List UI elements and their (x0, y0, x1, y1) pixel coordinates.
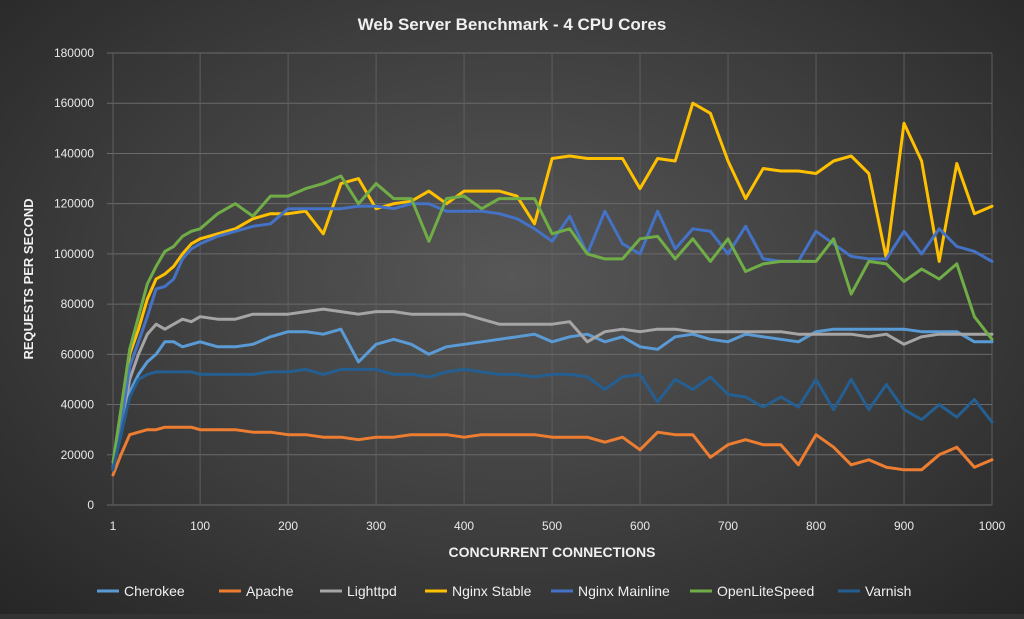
legend-item: Apache (219, 583, 294, 599)
legend-label: Lighttpd (347, 583, 397, 599)
series-line-nginx-stable (111, 101, 994, 469)
series-line-apache (111, 425, 994, 477)
legend-item: Nginx Mainline (551, 583, 670, 599)
y-axis-ticks: 0 20000 40000 60000 80000 100000 120000 140000 1… (54, 46, 94, 512)
series-line-cherokee (111, 327, 994, 469)
y-tick-label: 0 (87, 498, 94, 512)
legend-item: Nginx Stable (425, 583, 532, 599)
legend-label: Nginx Mainline (578, 583, 670, 599)
y-tick-label: 160000 (54, 96, 94, 110)
series-line-varnish (111, 367, 994, 472)
legend-item: Varnish (838, 583, 911, 599)
y-tick-label: 20000 (61, 448, 95, 462)
y-axis-title: REQUESTS PER SECOND (21, 198, 36, 359)
x-axis-title: CONCURRENT CONNECTIONS (449, 544, 656, 560)
x-tick-label: 500 (542, 519, 562, 533)
y-tick-label: 60000 (61, 347, 95, 361)
series-line-lighttpd (111, 307, 994, 472)
legend-label: Cherokee (124, 583, 185, 599)
legend-label: Varnish (865, 583, 911, 599)
legend-label: OpenLiteSpeed (717, 583, 814, 599)
gridlines (107, 52, 993, 506)
x-tick-label: 1 (110, 519, 117, 533)
legend-label: Nginx Stable (452, 583, 532, 599)
x-tick-label: 200 (278, 519, 298, 533)
y-tick-label: 180000 (54, 46, 94, 60)
x-axis-ticks: 1 100 200 300 400 500 600 700 800 900 1000 (110, 519, 1006, 533)
legend-item: Cherokee (97, 583, 185, 599)
legend-item: OpenLiteSpeed (690, 583, 814, 599)
y-tick-label: 80000 (61, 297, 95, 311)
y-tick-label: 100000 (54, 247, 94, 261)
x-tick-label: 1000 (979, 519, 1006, 533)
chart-title: Web Server Benchmark - 4 CPU Cores (358, 15, 667, 34)
x-tick-label: 900 (894, 519, 914, 533)
y-tick-label: 140000 (54, 146, 94, 160)
x-tick-label: 600 (630, 519, 650, 533)
y-tick-label: 40000 (61, 398, 95, 412)
series-line-openlitespeed (111, 174, 994, 464)
y-tick-label: 120000 (54, 197, 94, 211)
legend-item: Lighttpd (320, 583, 397, 599)
series-lines (111, 101, 994, 477)
x-tick-label: 400 (454, 519, 474, 533)
x-tick-label: 100 (190, 519, 210, 533)
legend-label: Apache (246, 583, 294, 599)
x-tick-label: 700 (718, 519, 738, 533)
x-tick-label: 300 (366, 519, 386, 533)
x-tick-label: 800 (806, 519, 826, 533)
legend: Cherokee Apache Lighttpd Nginx Stable Nginx … (97, 583, 911, 599)
